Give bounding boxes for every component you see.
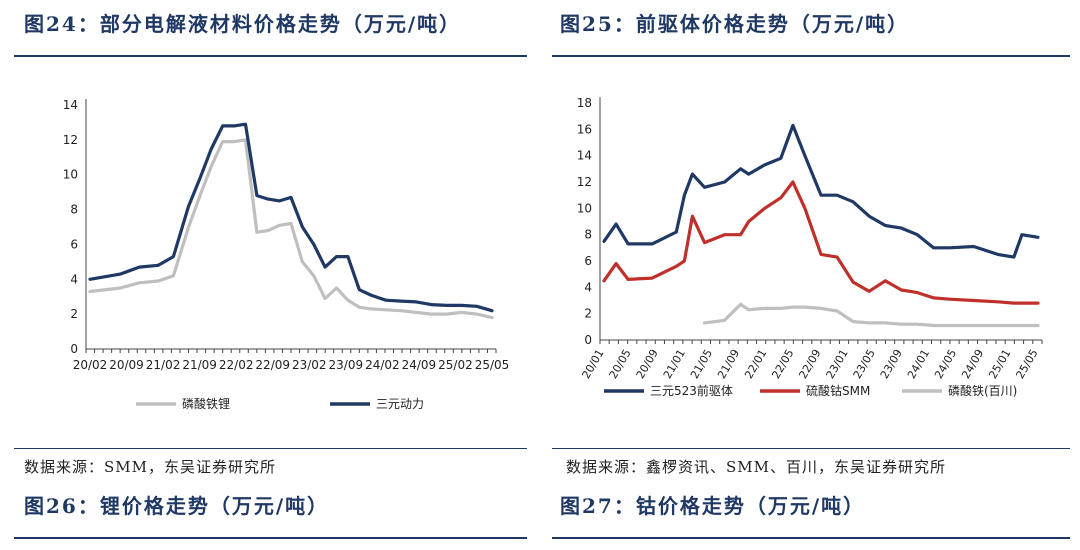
chart25-x-tick-label: 20/09 — [634, 347, 661, 381]
chart24-x-tick-label: 23/02 — [292, 358, 327, 372]
chart24-y-tick-label: 4 — [70, 272, 78, 286]
chart25-y-tick-label: 16 — [577, 122, 592, 136]
chart24-y-tick-label: 2 — [70, 307, 78, 321]
chart25-series-series-line — [702, 302, 1040, 328]
chart24-x-tick-label: 23/09 — [329, 358, 364, 372]
chart25-y-tick-label: 2 — [584, 307, 592, 321]
chart24-y-tick-label: 12 — [63, 133, 78, 147]
chart25-x-tick-label: 23/01 — [824, 347, 851, 381]
chart25-x-tick-label: 24/09 — [959, 347, 986, 381]
chart24-y-tick-label: 0 — [70, 342, 78, 356]
chart24-y-tick-label: 8 — [70, 203, 78, 217]
chart24-x-tick-label: 25/02 — [438, 358, 473, 372]
chart24-y-tick-label: 6 — [70, 237, 78, 251]
chart25-x-tick-label: 22/01 — [742, 347, 769, 381]
chart24-x-tick-label: 21/09 — [182, 358, 217, 372]
chart25-y-tick-label: 4 — [584, 280, 592, 294]
chart25-series-smm-line — [602, 180, 1040, 305]
chart25-y-tick-label: 8 — [584, 228, 592, 242]
chart24-x-tick-label: 24/02 — [365, 358, 400, 372]
chart25-y-tick-label: 6 — [584, 254, 592, 268]
chart24-x-tick-label: 22/02 — [219, 358, 254, 372]
chart25-x-tick-label: 25/01 — [986, 347, 1013, 381]
chart24-y-tick-label: 10 — [63, 168, 78, 182]
chart26-top-rule — [14, 537, 527, 539]
chart25-y-tick-label: 0 — [584, 333, 592, 347]
chart26-title: 图26：锂价格走势（万元/吨） — [24, 494, 330, 518]
chart27-title: 图27：钴价格走势（万元/吨） — [560, 494, 866, 518]
chart24-series-series-line — [88, 122, 494, 313]
chart25-x-tick-label: 20/05 — [607, 347, 634, 381]
chart24-svg: 0 2 4 6 8 10 12 14 20/02 20/09 21/02 21/09 22/02 22/0… — [63, 98, 510, 411]
chart25-x-tick-label: 20/01 — [579, 347, 606, 381]
chart25-y-tick-label: 10 — [577, 201, 592, 215]
chart25-bottom-rule — [552, 448, 1070, 449]
chart24-title: 图24：部分电解液材料价格走势（万元/吨） — [24, 12, 462, 36]
chart24-x-tick-label: 21/02 — [146, 358, 181, 372]
chart24-y-tick-label: 14 — [63, 98, 78, 112]
chart24-x-tick-label: 25/05 — [475, 358, 510, 372]
chart25-y-tick-label: 14 — [577, 149, 592, 163]
chart24-series-series-line — [88, 138, 494, 320]
chart24-x-tick-label: 22/09 — [255, 358, 290, 372]
chart25-title: 图25：前驱体价格走势（万元/吨） — [560, 12, 910, 36]
chart24-x-tick-label: 24/09 — [402, 358, 437, 372]
chart25-series-523-line — [602, 123, 1040, 259]
chart25-x-tick-label: 24/05 — [932, 347, 959, 381]
chart25-top-rule — [552, 55, 1070, 57]
chart24-x-tick-label: 20/09 — [109, 358, 144, 372]
chart24-source: 数据来源：SMM，东吴证券研究所 — [24, 458, 276, 476]
chart25-x-tick-label: 21/05 — [688, 347, 715, 381]
chart25-x-tick-label: 23/05 — [851, 347, 878, 381]
chart25-legend-label: 硫酸钴SMM — [806, 383, 870, 398]
chart24-bottom-rule — [14, 448, 527, 449]
chart25-x-tick-label: 21/09 — [715, 347, 742, 381]
chart25-svg: 0 2 4 6 8 10 12 14 16 18 20/01 20/05 20/09 21/01 21/05… — [577, 96, 1043, 398]
chart25-legend-label: 磷酸铁(百川) — [948, 383, 1017, 398]
chart24-legend-label: 三元动力 — [376, 397, 424, 411]
chart25-x-tick-label: 22/05 — [769, 347, 796, 381]
chart25-x-tick-label: 25/05 — [1013, 347, 1040, 381]
chart25-x-tick-label: 21/01 — [661, 347, 688, 381]
chart24-legend-label: 磷酸铁锂 — [182, 396, 230, 411]
chart25-y-tick-label: 18 — [577, 96, 592, 110]
chart25-x-tick-label: 22/09 — [796, 347, 823, 381]
chart25-y-tick-label: 12 — [577, 175, 592, 189]
chart25-legend-label: 三元523前驱体 — [650, 383, 733, 398]
chart25-source: 数据来源：鑫椤资讯、SMM、百川，东吴证券研究所 — [566, 458, 946, 476]
chart27-top-rule — [552, 537, 1070, 539]
chart25-x-tick-label: 23/09 — [878, 347, 905, 381]
chart24-top-rule — [14, 55, 527, 57]
chart24-x-tick-label: 20/02 — [73, 358, 108, 372]
chart25-x-tick-label: 24/01 — [905, 347, 932, 381]
